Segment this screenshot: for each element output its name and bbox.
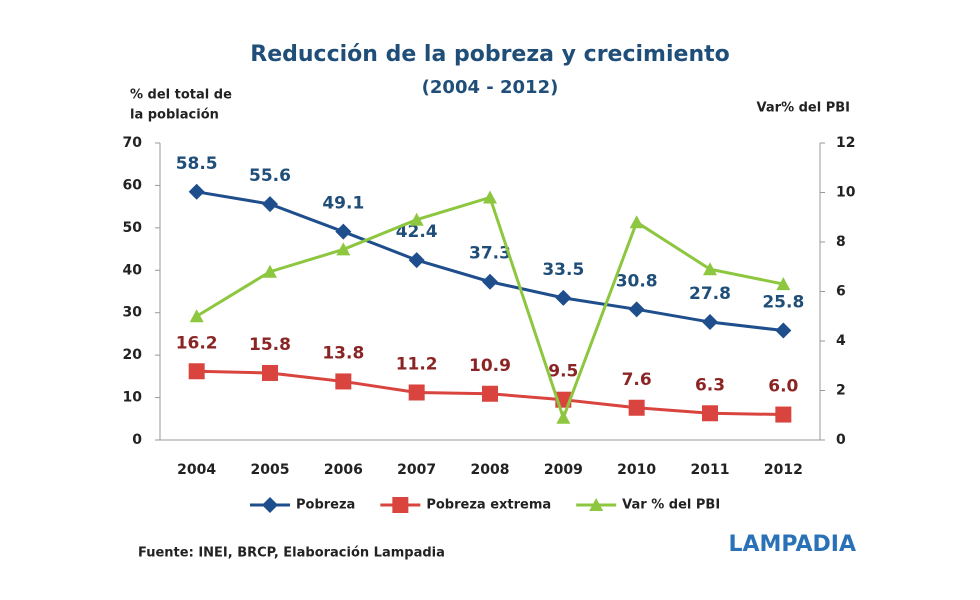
source-note: Fuente: INEI, BRCP, Elaboración Lampadia	[138, 546, 445, 561]
point	[335, 373, 352, 390]
legend-marker	[589, 498, 604, 511]
y-tick-label: 20	[123, 347, 143, 363]
y-tick-label: 0	[132, 432, 142, 448]
y2-tick-label: 0	[836, 432, 846, 448]
y2-tick-label: 8	[836, 234, 846, 250]
point	[703, 262, 717, 276]
data-label: 11.2	[396, 354, 438, 374]
data-label: 6.0	[768, 377, 798, 397]
y2-tick-label: 2	[836, 383, 846, 399]
data-label: 58.5	[176, 154, 218, 174]
x-tick-label: 2012	[764, 462, 803, 478]
point	[556, 410, 571, 424]
x-tick-label: 2009	[544, 462, 583, 478]
x-tick-label: 2008	[471, 462, 510, 478]
legend-marker	[392, 497, 409, 513]
logo: LAMPADIA	[728, 532, 856, 557]
y-axis-label: la población	[130, 108, 219, 123]
data-label: 6.3	[695, 375, 725, 395]
point	[482, 385, 498, 402]
y2-axis-label: Var% del PBI	[757, 101, 850, 116]
x-tick-label: 2007	[397, 462, 436, 478]
point	[629, 215, 644, 229]
point	[263, 264, 277, 278]
x-tick-label: 2011	[691, 462, 730, 478]
point	[483, 190, 497, 204]
data-label: 13.8	[322, 343, 364, 363]
point	[482, 273, 498, 290]
data-label: 27.8	[689, 284, 731, 304]
point	[776, 277, 791, 291]
point	[628, 399, 645, 416]
x-tick-label: 2006	[324, 462, 363, 478]
legend-label: Pobreza	[296, 498, 355, 513]
chart-title: Reducción de la pobreza y crecimiento	[250, 42, 729, 67]
point	[775, 406, 792, 423]
data-label: 15.8	[249, 335, 291, 355]
point	[409, 212, 424, 226]
data-label: 7.6	[622, 370, 652, 390]
data-label: 49.1	[322, 194, 364, 214]
point	[775, 322, 792, 339]
point	[408, 384, 425, 401]
legend-label: Var % del PBI	[622, 498, 720, 513]
data-label: 9.5	[548, 362, 578, 382]
point	[262, 196, 278, 213]
data-label: 10.9	[469, 356, 511, 376]
y2-tick-label: 6	[836, 284, 846, 300]
data-label: 55.6	[249, 166, 291, 186]
x-tick-label: 2005	[251, 462, 290, 478]
y-tick-label: 30	[123, 305, 143, 321]
point	[262, 364, 278, 381]
y-axis-label: % del total de	[130, 88, 232, 103]
x-tick-label: 2010	[617, 462, 656, 478]
legend-label: Pobreza extrema	[426, 498, 551, 513]
point	[335, 223, 352, 240]
data-label: 25.8	[762, 293, 804, 313]
y2-tick-label: 4	[836, 333, 846, 349]
point	[336, 242, 351, 256]
point	[408, 252, 425, 269]
y-tick-label: 70	[123, 135, 143, 151]
y-tick-label: 50	[123, 220, 143, 236]
point	[628, 301, 645, 318]
point	[188, 183, 205, 200]
legend-marker	[262, 497, 278, 513]
x-tick-label: 2004	[177, 462, 216, 478]
point	[702, 405, 718, 422]
point	[188, 363, 205, 380]
y2-tick-label: 12	[836, 135, 855, 151]
data-label: 33.5	[542, 260, 584, 280]
point	[702, 314, 718, 331]
point	[189, 309, 204, 323]
point	[555, 289, 572, 306]
y2-tick-label: 10	[836, 185, 856, 201]
y-tick-label: 60	[123, 177, 143, 193]
data-label: 16.2	[176, 333, 218, 353]
data-label: 37.3	[469, 244, 511, 264]
data-label: 42.4	[396, 222, 438, 242]
chart-subtitle: (2004 - 2012)	[422, 77, 559, 98]
data-label: 30.8	[616, 271, 658, 291]
y-tick-label: 40	[123, 262, 143, 278]
y-tick-label: 10	[123, 390, 143, 406]
